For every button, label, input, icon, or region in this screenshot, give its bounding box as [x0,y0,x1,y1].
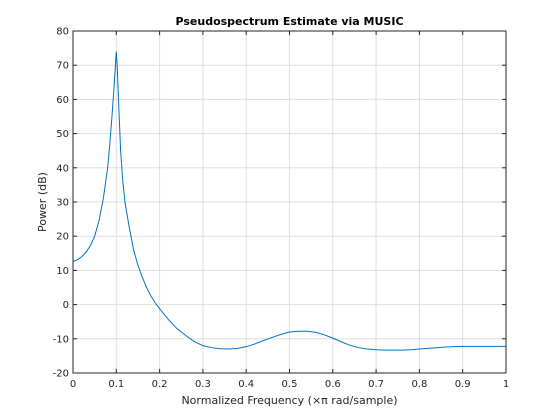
y-tick-label: 80 [56,27,69,38]
y-tick-label: 0 [63,300,69,311]
x-tick-label: 0.5 [282,379,298,390]
x-axis-label: Normalized Frequency (×π rad/sample) [181,394,397,407]
ticks: 0 0.1 0.2 0.3 0.4 0.5 0.6 0.7 0.8 0.9 1 -20 -10 0 10 20… [53,27,510,391]
y-tick-label: 50 [56,129,69,140]
x-tick-label: 0.9 [455,379,471,390]
series-layer [72,51,506,351]
y-tick-label: 60 [56,95,69,106]
x-tick-label: 1 [503,379,509,390]
x-tick-label: 0.4 [238,379,254,390]
x-tick-label: 0.6 [325,379,341,390]
x-tick-label: 0.8 [411,379,427,390]
x-tick-label: 0 [70,379,76,390]
y-tick-label: 40 [56,163,69,174]
plot-area-border [72,30,507,374]
y-tick-label: 30 [56,198,69,209]
y-tick-label: 70 [56,61,69,72]
x-tick-label: 0.3 [195,379,211,390]
y-axis-label: Power (dB) [36,172,49,232]
chart-title: Pseudospectrum Estimate via MUSIC [175,15,403,28]
x-tick-label: 0.2 [152,379,168,390]
pseudospectrum-line [72,51,506,351]
y-tick-label: -10 [53,334,69,345]
y-tick-label: 20 [56,232,69,243]
x-tick-label: 0.7 [368,379,384,390]
x-tick-label: 0.1 [108,379,124,390]
y-tick-label: -20 [53,369,69,380]
y-tick-label: 10 [56,266,69,277]
grid [73,31,506,373]
